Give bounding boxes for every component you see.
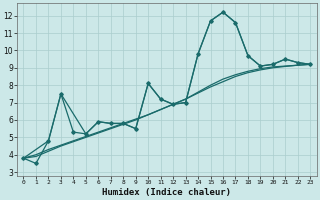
X-axis label: Humidex (Indice chaleur): Humidex (Indice chaleur) bbox=[102, 188, 231, 197]
